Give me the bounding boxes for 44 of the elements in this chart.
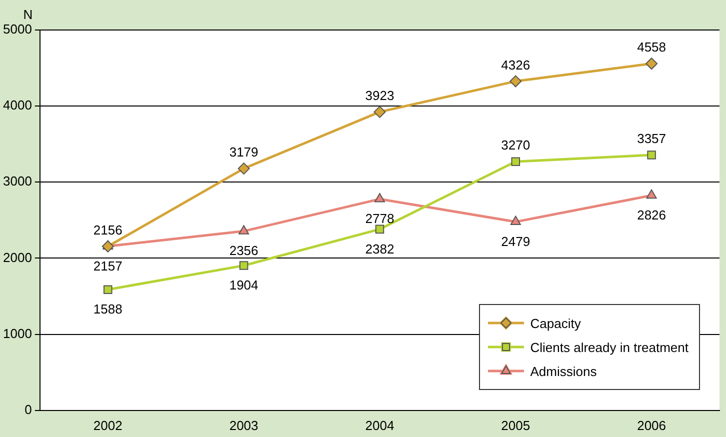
y-tick-label: 4000 bbox=[3, 98, 32, 113]
data-label: 2356 bbox=[229, 243, 258, 258]
point bbox=[238, 162, 250, 175]
data-label: 2778 bbox=[365, 211, 394, 226]
point bbox=[374, 193, 385, 202]
data-label: 4558 bbox=[637, 40, 666, 55]
data-label: 3270 bbox=[501, 138, 530, 153]
point bbox=[103, 285, 112, 294]
data-label: 3923 bbox=[365, 88, 394, 104]
data-label: 2157 bbox=[93, 258, 122, 274]
legend-label: Admissions bbox=[530, 364, 597, 379]
point bbox=[511, 157, 520, 166]
x-tick-label: 2005 bbox=[501, 418, 530, 433]
y-tick-label: 0 bbox=[24, 402, 32, 417]
point bbox=[102, 240, 114, 252]
point bbox=[238, 225, 250, 234]
point bbox=[239, 261, 248, 270]
y-tick-label: 1000 bbox=[3, 326, 32, 341]
point bbox=[374, 106, 386, 118]
y-tick-label: 3000 bbox=[3, 174, 32, 189]
y-tick-label: 2000 bbox=[3, 250, 32, 265]
data-label: 1904 bbox=[229, 278, 258, 293]
legend-label: Capacity bbox=[530, 316, 581, 331]
data-label: 2156 bbox=[93, 222, 122, 238]
legend-label: Clients already in treatment bbox=[530, 340, 688, 355]
point bbox=[510, 75, 522, 88]
data-label: 3357 bbox=[637, 131, 666, 146]
data-label: 2479 bbox=[501, 234, 530, 249]
data-label: 2826 bbox=[637, 207, 666, 222]
data-label: 1588 bbox=[93, 302, 122, 317]
x-tick-label: 2003 bbox=[229, 418, 258, 433]
point bbox=[375, 224, 384, 234]
data-label: 2382 bbox=[365, 241, 394, 256]
point bbox=[647, 150, 656, 160]
x-tick-label: 2006 bbox=[637, 418, 666, 433]
x-tick-label: 2004 bbox=[365, 418, 394, 433]
data-label: 3179 bbox=[229, 144, 258, 160]
y-axis-title: N bbox=[23, 7, 33, 22]
point bbox=[510, 216, 521, 226]
point bbox=[646, 58, 658, 70]
y-tick-label: 5000 bbox=[3, 22, 32, 37]
x-tick-label: 2002 bbox=[93, 418, 122, 433]
data-label: 4326 bbox=[501, 57, 530, 72]
point bbox=[646, 189, 657, 199]
